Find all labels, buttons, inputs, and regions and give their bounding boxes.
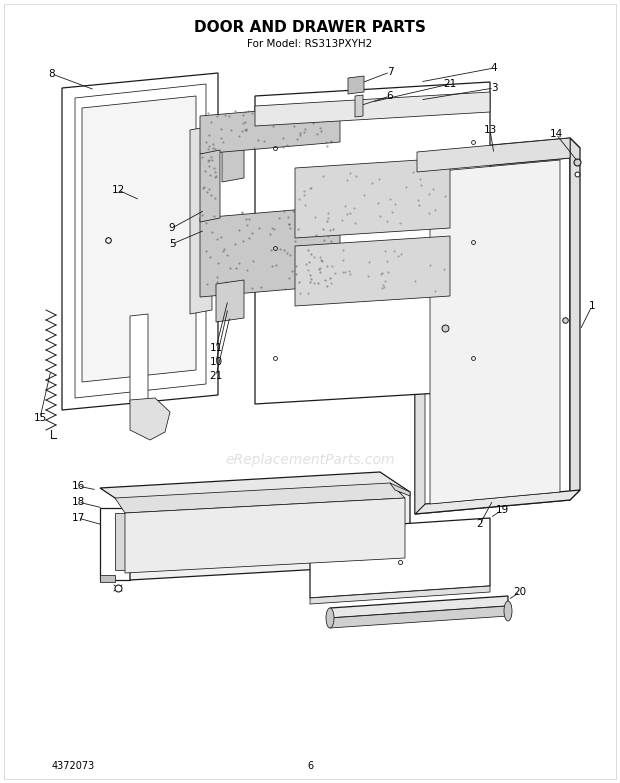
Polygon shape	[310, 586, 490, 604]
Polygon shape	[200, 150, 220, 222]
Polygon shape	[255, 92, 490, 126]
Text: 6: 6	[307, 761, 313, 771]
Text: For Model: RS313PXYH2: For Model: RS313PXYH2	[247, 39, 373, 49]
Text: DOOR AND DRAWER PARTS: DOOR AND DRAWER PARTS	[194, 20, 426, 35]
Text: 8: 8	[49, 69, 55, 79]
Polygon shape	[115, 513, 125, 570]
Text: 21: 21	[443, 79, 456, 89]
Polygon shape	[222, 120, 244, 182]
Text: 16: 16	[71, 481, 84, 491]
Polygon shape	[100, 575, 115, 582]
Polygon shape	[415, 138, 580, 162]
Text: 14: 14	[549, 129, 562, 139]
Text: 1: 1	[588, 301, 595, 311]
Text: 3: 3	[490, 83, 497, 93]
Polygon shape	[415, 152, 425, 514]
Polygon shape	[200, 206, 340, 297]
Polygon shape	[330, 596, 508, 618]
Text: 21: 21	[210, 371, 223, 381]
Text: 12: 12	[112, 185, 125, 195]
Text: 11: 11	[210, 343, 223, 353]
Text: 4372073: 4372073	[52, 761, 95, 771]
Text: 10: 10	[210, 357, 223, 367]
Polygon shape	[82, 96, 196, 382]
Polygon shape	[390, 483, 410, 496]
Polygon shape	[200, 104, 340, 154]
Text: 5: 5	[169, 239, 175, 249]
Polygon shape	[100, 472, 410, 508]
Polygon shape	[100, 508, 130, 580]
Polygon shape	[417, 138, 570, 172]
Text: 18: 18	[71, 497, 84, 507]
Text: 17: 17	[71, 513, 84, 523]
Polygon shape	[355, 95, 363, 117]
Polygon shape	[330, 606, 508, 628]
Text: 20: 20	[513, 587, 526, 597]
Polygon shape	[115, 483, 405, 513]
Polygon shape	[130, 398, 170, 440]
Ellipse shape	[504, 601, 512, 621]
Polygon shape	[295, 236, 450, 306]
Polygon shape	[310, 518, 490, 598]
Text: 13: 13	[484, 125, 497, 135]
Polygon shape	[125, 498, 405, 573]
Polygon shape	[255, 82, 490, 404]
Polygon shape	[430, 160, 560, 504]
Polygon shape	[570, 138, 580, 500]
Polygon shape	[348, 76, 364, 94]
Text: 15: 15	[33, 413, 46, 423]
Polygon shape	[415, 490, 580, 514]
Polygon shape	[130, 492, 410, 580]
Text: 7: 7	[387, 67, 393, 77]
Text: 6: 6	[387, 91, 393, 101]
Ellipse shape	[326, 608, 334, 628]
Polygon shape	[75, 84, 206, 398]
Text: 4: 4	[490, 63, 497, 73]
Polygon shape	[130, 314, 148, 402]
Polygon shape	[62, 73, 218, 410]
Text: 9: 9	[169, 223, 175, 233]
Text: eReplacementParts.com: eReplacementParts.com	[225, 453, 395, 467]
Polygon shape	[190, 126, 212, 314]
Text: 19: 19	[495, 505, 508, 515]
Text: 2: 2	[477, 519, 484, 529]
Polygon shape	[415, 158, 570, 514]
Polygon shape	[216, 280, 244, 322]
Polygon shape	[295, 158, 450, 238]
